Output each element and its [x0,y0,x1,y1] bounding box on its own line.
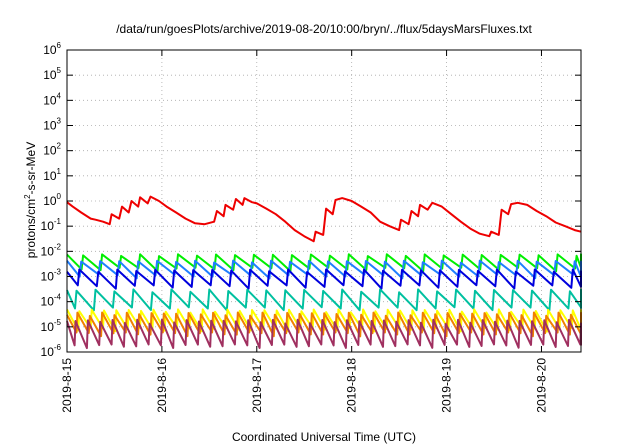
y-tick-base: 10 [41,295,55,309]
y-tick-base: 10 [41,345,55,359]
y-tick-exponent: 4 [57,91,62,100]
y-tick-exponent: 1 [57,167,62,176]
y-ticks: 10-610-510-410-310-210-11001011021031041… [41,41,581,359]
y-tick-label: 101 [43,167,61,183]
y-tick-exponent: -6 [54,343,62,352]
series-line [66,195,582,243]
x-tick-label: 2019-8-15 [60,358,74,413]
y-tick-exponent: -5 [54,318,62,327]
series-line [66,268,582,290]
y-tick-base: 10 [43,144,57,158]
y-tick-label: 10-6 [41,343,62,359]
y-tick-exponent: 2 [57,142,62,151]
chart-title: /data/run/goesPlots/archive/2019-08-20/1… [116,22,532,36]
y-tick-label: 10-1 [41,217,62,233]
series-line [66,288,582,312]
y-tick-label: 10-2 [41,242,62,258]
x-tick-label: 2019-8-19 [440,358,454,413]
y-tick-label: 10-4 [41,293,62,309]
y-axis-label-exponent: 2 [23,194,32,199]
y-tick-base: 10 [43,43,57,57]
series-line [66,259,582,280]
y-tick-base: 10 [43,169,57,183]
y-tick-exponent: -4 [54,293,62,302]
y-tick-label: 10-5 [41,318,62,334]
y-tick-base: 10 [43,68,57,82]
y-tick-exponent: 0 [57,192,62,201]
y-tick-exponent: -3 [54,268,62,277]
y-tick-label: 102 [43,142,61,158]
series-line [66,253,582,273]
y-tick-base: 10 [43,93,57,107]
y-tick-label: 100 [43,192,61,208]
y-tick-exponent: 6 [57,41,62,50]
y-axis-label-unit: -s-sr-MeV [24,142,38,195]
y-tick-base: 10 [41,219,55,233]
x-tick-label: 2019-8-18 [345,358,359,413]
x-ticks: 2019-8-15 2019-8-16 2019-8-17 2019-8-18 2019… [60,50,548,413]
y-tick-base: 10 [41,244,55,258]
y-tick-exponent: 5 [57,66,62,75]
y-tick-label: 105 [43,66,61,82]
series-group [66,195,582,350]
y-tick-label: 103 [43,117,61,133]
y-tick-exponent: 3 [57,117,62,126]
y-tick-base: 10 [43,119,57,133]
y-tick-base: 10 [43,194,57,208]
y-tick-base: 10 [41,320,55,334]
y-tick-exponent: -2 [54,242,62,251]
x-tick-label: 2019-8-20 [534,358,548,413]
y-axis-label-main: protons/cm [24,199,38,258]
y-tick-label: 10-3 [41,268,62,284]
x-axis-label: Coordinated Universal Time (UTC) [232,430,416,444]
y-tick-base: 10 [41,270,55,284]
y-axis-label: protons/cm2-s-sr-MeV [23,142,38,258]
y-tick-label: 104 [43,91,61,107]
gridlines [67,50,581,352]
y-tick-label: 106 [43,41,61,57]
series-line [66,318,582,350]
x-tick-label: 2019-8-17 [250,358,264,413]
y-tick-exponent: -1 [54,217,62,226]
x-tick-label: 2019-8-16 [155,358,169,413]
